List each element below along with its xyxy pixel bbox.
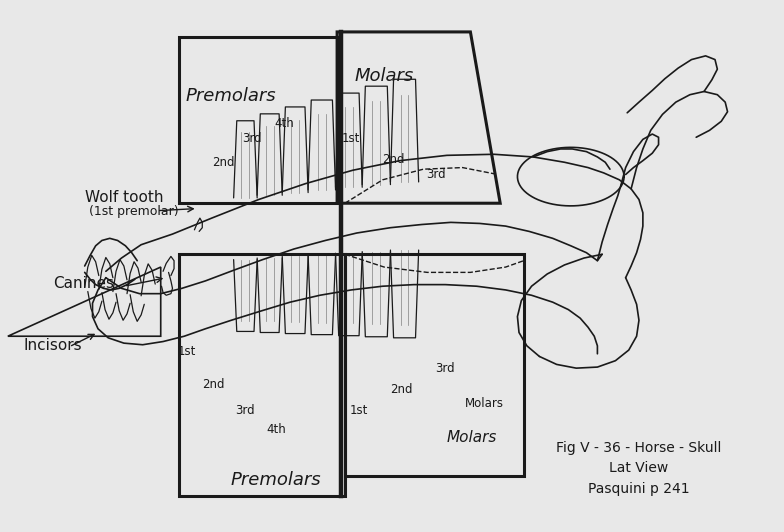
Text: 3rd: 3rd: [234, 404, 255, 417]
Text: 4th: 4th: [274, 117, 295, 130]
Text: Molars: Molars: [354, 66, 414, 85]
Text: 2nd: 2nd: [383, 153, 405, 166]
Text: 4th: 4th: [266, 423, 286, 436]
Text: 2nd: 2nd: [390, 383, 412, 396]
Text: (1st premolar): (1st premolar): [89, 205, 178, 219]
Text: Premolars: Premolars: [230, 471, 321, 489]
Text: 2nd: 2nd: [202, 378, 224, 390]
Text: 2nd: 2nd: [212, 156, 234, 169]
Text: 3rd: 3rd: [435, 362, 456, 375]
Text: 1st: 1st: [350, 404, 368, 417]
Text: Wolf tooth: Wolf tooth: [85, 190, 163, 205]
Text: Fig V - 36 - Horse - Skull
Lat View
Pasquini p 241: Fig V - 36 - Horse - Skull Lat View Pasq…: [557, 440, 721, 496]
Text: 3rd: 3rd: [242, 132, 263, 145]
Text: Canines: Canines: [53, 276, 114, 292]
Text: 3rd: 3rd: [426, 168, 446, 181]
Text: Molars: Molars: [465, 397, 504, 410]
Text: 1st: 1st: [342, 132, 361, 145]
Text: Incisors: Incisors: [24, 338, 82, 353]
Text: Molars: Molars: [447, 430, 497, 445]
Text: Premolars: Premolars: [186, 87, 277, 105]
Text: 1st: 1st: [177, 345, 196, 358]
